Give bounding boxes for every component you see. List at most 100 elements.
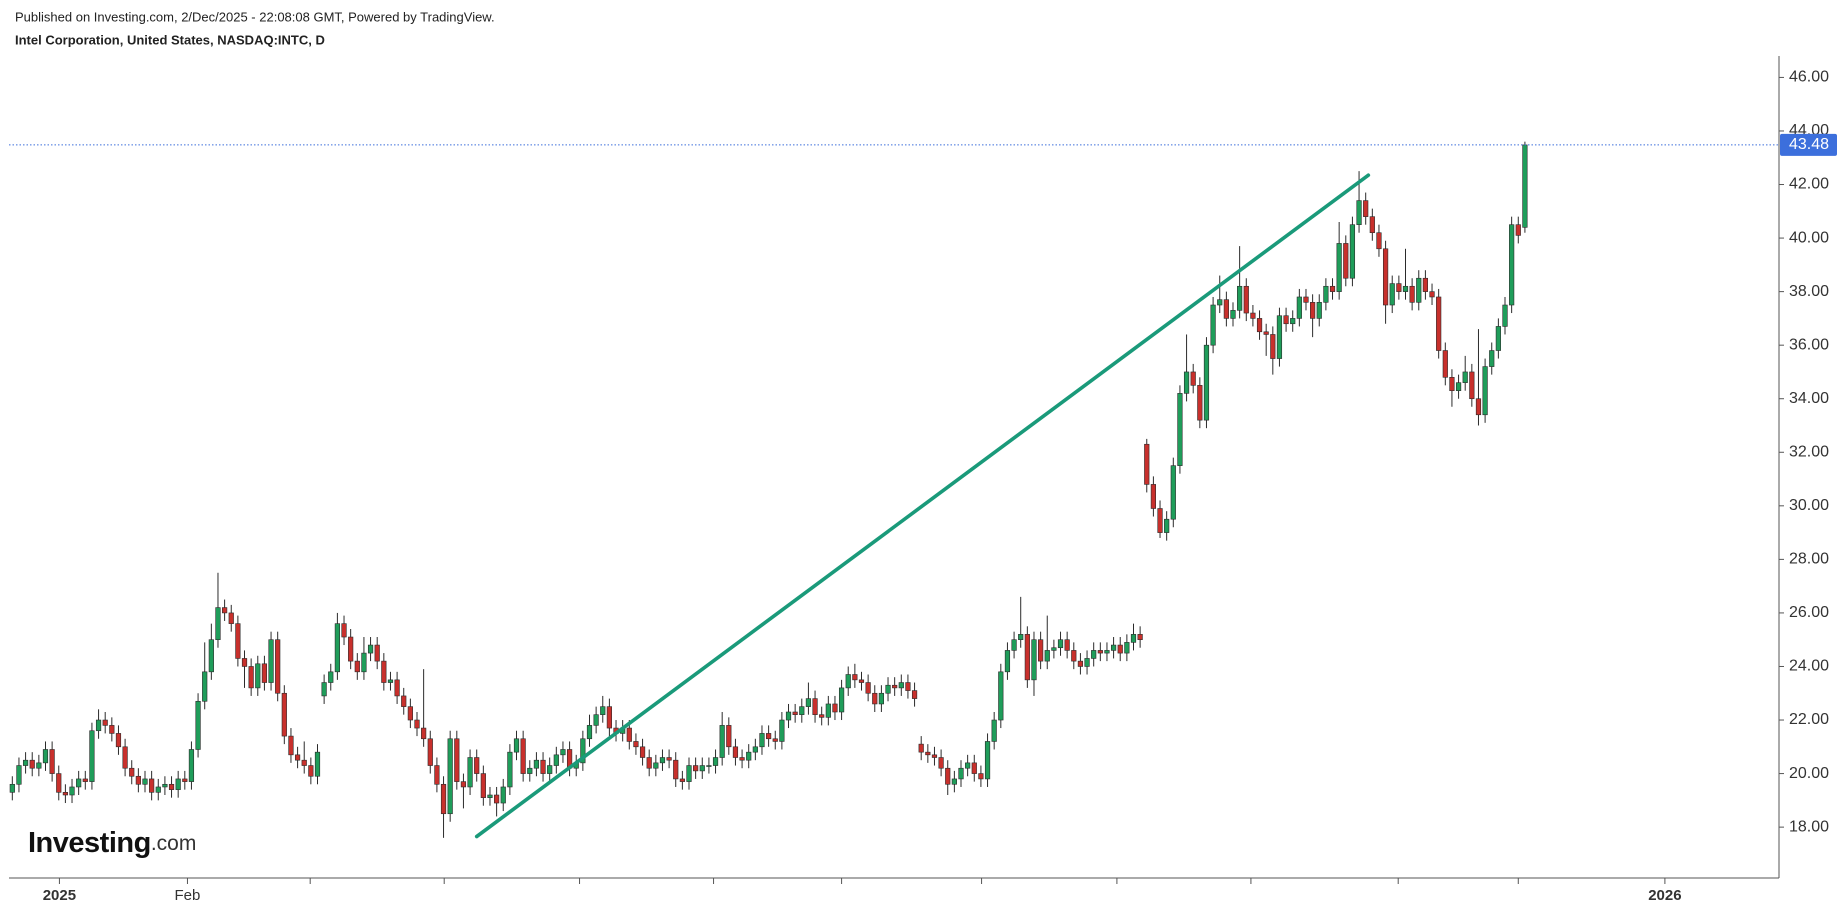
candle-body xyxy=(1038,639,1044,662)
candle-body xyxy=(16,765,22,785)
candle-body xyxy=(547,765,553,774)
candle-body xyxy=(1455,382,1462,391)
candle-body xyxy=(427,738,433,766)
candle-body xyxy=(1310,302,1316,319)
candle-body xyxy=(686,765,692,782)
candle-body xyxy=(693,765,699,772)
candle-body xyxy=(1110,644,1117,651)
candle-body xyxy=(76,778,82,788)
candle-body xyxy=(978,773,984,780)
candle-body xyxy=(1515,224,1521,236)
candle-body xyxy=(89,730,95,782)
candle-body xyxy=(1396,283,1402,292)
candle-body xyxy=(49,749,55,774)
candle-body xyxy=(1256,318,1263,333)
candle-body xyxy=(228,612,234,624)
candle-body xyxy=(1004,650,1011,673)
candle-body xyxy=(1416,277,1422,303)
y-tick-label: 22.00 xyxy=(1789,711,1829,728)
candle-body xyxy=(294,754,301,761)
candle-body xyxy=(845,674,851,689)
candle-body xyxy=(1363,200,1369,217)
candle-body xyxy=(135,775,141,785)
candle-body xyxy=(69,786,75,796)
candle-body xyxy=(162,783,168,788)
candle-body xyxy=(255,663,261,689)
candle-body xyxy=(1469,371,1475,400)
candle-body xyxy=(168,783,175,790)
candle-body xyxy=(82,778,88,782)
logo-main: Investing xyxy=(28,827,151,859)
candle-body xyxy=(732,746,739,758)
trend-line xyxy=(474,173,1371,839)
candle-body xyxy=(222,607,228,614)
candle-body xyxy=(1303,296,1309,303)
candle-body xyxy=(739,757,745,761)
candle-body xyxy=(646,757,652,769)
candle-body xyxy=(1495,326,1501,351)
candle-body xyxy=(746,751,752,761)
candle-body xyxy=(1250,312,1256,319)
candle-body xyxy=(653,762,659,769)
x-tick-label: 2026 xyxy=(1648,887,1681,904)
candle-body xyxy=(480,773,486,798)
y-tick-label: 24.00 xyxy=(1789,658,1829,675)
candle-body xyxy=(858,679,865,683)
candle-body xyxy=(1091,650,1097,659)
y-tick-label: 18.00 xyxy=(1789,818,1829,835)
candle-body xyxy=(268,639,274,683)
candle-body xyxy=(825,703,831,718)
candle-body xyxy=(593,714,599,726)
candle-body xyxy=(1243,285,1249,314)
candle-body xyxy=(241,658,248,667)
candle-body xyxy=(918,743,924,753)
candle-body xyxy=(1522,144,1528,228)
candle-body xyxy=(752,746,758,753)
last-price-label: 43.48 xyxy=(1789,136,1829,153)
candle-body xyxy=(905,682,911,691)
candle-body xyxy=(560,749,566,756)
candle-body xyxy=(998,671,1004,721)
candle-body xyxy=(1263,331,1269,335)
candle-body xyxy=(361,652,367,673)
candle-body xyxy=(1502,304,1508,327)
candle-body xyxy=(1190,371,1196,386)
candle-body xyxy=(474,757,480,774)
candle-body xyxy=(341,623,347,638)
y-tick-label: 40.00 xyxy=(1789,229,1829,246)
candle-body xyxy=(712,757,719,766)
candle-body xyxy=(520,738,526,774)
candle-body xyxy=(367,644,374,654)
chart-title: Intel Corporation, United States, NASDAQ… xyxy=(15,32,325,47)
x-tick-label: Feb xyxy=(175,887,201,904)
candle-body xyxy=(633,741,639,748)
candle-body xyxy=(872,692,878,705)
candle-body xyxy=(182,778,188,782)
candle-body xyxy=(374,644,380,662)
candle-body xyxy=(447,738,453,815)
candle-body xyxy=(1409,285,1415,303)
candle-body xyxy=(394,679,400,697)
candle-body xyxy=(805,698,812,707)
candle-body xyxy=(1018,634,1024,641)
candle-body xyxy=(348,636,354,662)
candle-body xyxy=(467,757,473,788)
candle-body xyxy=(440,783,447,815)
candle-body xyxy=(102,719,108,726)
candle-body xyxy=(275,639,281,694)
candle-body xyxy=(1084,658,1090,667)
candle-body xyxy=(328,671,334,683)
y-tick-label: 46.00 xyxy=(1789,69,1829,86)
candle-body xyxy=(1323,285,1329,303)
candle-body xyxy=(129,767,135,777)
candle-body xyxy=(1064,639,1070,651)
candle-body xyxy=(759,733,765,748)
candle-body xyxy=(838,687,845,713)
candle-body xyxy=(414,719,420,729)
candle-body xyxy=(533,759,540,769)
candle-body xyxy=(188,749,195,782)
caption: Published on Investing.com, 2/Dec/2025 -… xyxy=(15,9,495,24)
candle-body xyxy=(281,692,287,737)
candle-body xyxy=(1137,634,1143,641)
